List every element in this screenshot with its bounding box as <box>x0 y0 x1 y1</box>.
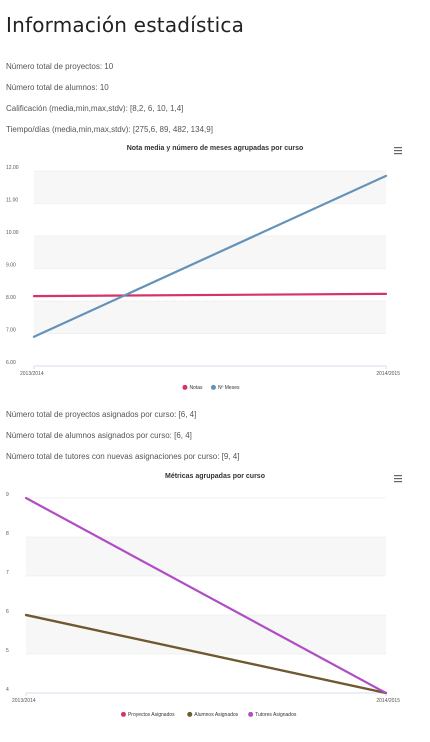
stat-total-students: Número total de alumnos: 10 <box>6 83 109 92</box>
grid-band <box>34 171 386 204</box>
chart-2-plot: 4 5 6 7 8 9 2013/2014 2014/2015 Proyectos Asigna… <box>6 492 400 718</box>
y-tick-label: 8 <box>6 531 9 537</box>
legend-item[interactable]: Notas <box>189 385 203 391</box>
chart-1: Nota media y número de meses agrupadas p… <box>0 142 430 394</box>
legend-item[interactable]: Nº Meses <box>218 385 240 391</box>
grid-band <box>34 301 386 334</box>
y-tick-label: 4 <box>6 687 9 693</box>
legend-item[interactable]: Proyectos Asignados <box>128 712 175 718</box>
x-tick-label: 2014/2015 <box>376 698 400 704</box>
stat-tutors-per-course: Número total de tutores con nuevas asign… <box>6 452 240 461</box>
legend-marker <box>248 711 254 717</box>
stat-grades: Calificación (media,min,max,stdv): [8,2,… <box>6 104 184 113</box>
legend-item[interactable]: Alumnos Asignados <box>194 712 238 718</box>
x-tick-label: 2013/2014 <box>12 698 36 704</box>
y-tick-label: 10.00 <box>6 230 19 236</box>
y-tick-label: 6.00 <box>6 360 16 366</box>
y-tick-label: 7.00 <box>6 328 16 334</box>
y-tick-label: 8.00 <box>6 295 16 301</box>
y-tick-label: 9 <box>6 492 9 498</box>
stat-total-projects: Número total de proyectos: 10 <box>6 62 114 71</box>
x-tick-label: 2013/2014 <box>20 371 44 377</box>
grid-band <box>26 537 386 576</box>
y-tick-label: 9.00 <box>6 263 16 269</box>
y-tick-label: 12.00 <box>6 165 19 171</box>
menu-icon[interactable] <box>393 146 403 155</box>
legend-item[interactable]: Tutores Asignados <box>255 712 297 718</box>
stat-projects-per-course: Número total de proyectos asignados por … <box>6 410 197 419</box>
chart-1-plot: 6.00 7.00 8.00 9.00 10.00 11.00 12.00 2013/2014… <box>6 165 400 391</box>
page-title: Información estadística <box>6 13 245 37</box>
series-line <box>24 613 388 695</box>
chart-2: Métricas agrupadas por curso 4 5 6 7 8 9 2013/… <box>0 468 430 728</box>
y-tick-label: 7 <box>6 570 9 576</box>
series-line <box>24 496 388 695</box>
y-tick-label: 5 <box>6 648 9 654</box>
grid-band <box>34 236 386 269</box>
grid-band <box>26 615 386 654</box>
stat-time-days: Tiempo/días (media,min,max,stdv): [275,6… <box>6 125 213 134</box>
menu-icon[interactable] <box>393 474 403 483</box>
legend-marker <box>120 711 126 717</box>
legend-marker <box>187 711 193 717</box>
series-line <box>32 174 388 338</box>
x-tick-label: 2014/2015 <box>376 371 400 377</box>
y-tick-label: 6 <box>6 609 9 615</box>
chart-2-title: Métricas agrupadas por curso <box>165 473 265 480</box>
stat-students-per-course: Número total de alumnos asignados por cu… <box>6 431 192 440</box>
legend-marker <box>210 384 216 390</box>
series-line <box>32 292 388 298</box>
chart-1-title: Nota media y número de meses agrupadas p… <box>126 145 304 152</box>
y-tick-label: 11.00 <box>6 198 18 204</box>
legend-marker <box>182 384 188 390</box>
